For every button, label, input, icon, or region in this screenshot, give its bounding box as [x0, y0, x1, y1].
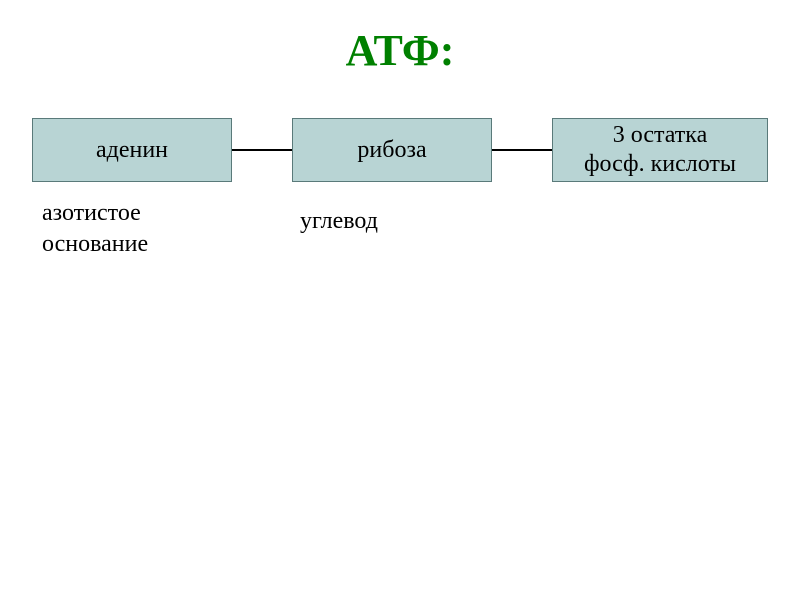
box-phosphate-label: 3 остаткафосф. кислоты	[584, 121, 736, 179]
box-phosphate: 3 остаткафосф. кислоты	[552, 118, 768, 182]
caption-carbohydrate-text: углевод	[300, 208, 378, 234]
connector-1	[232, 149, 292, 151]
connector-2	[492, 149, 552, 151]
box-ribose-label: рибоза	[357, 136, 426, 165]
box-adenine: аденин	[32, 118, 232, 182]
atp-diagram: аденин рибоза 3 остаткафосф. кислоты азо…	[0, 0, 800, 600]
caption-carbohydrate: углевод	[300, 206, 378, 237]
box-ribose: рибоза	[292, 118, 492, 182]
caption-nitrogen-base: азотистоеоснование	[42, 198, 148, 260]
box-adenine-label: аденин	[96, 136, 168, 165]
caption-nitrogen-base-text: азотистоеоснование	[42, 200, 148, 257]
